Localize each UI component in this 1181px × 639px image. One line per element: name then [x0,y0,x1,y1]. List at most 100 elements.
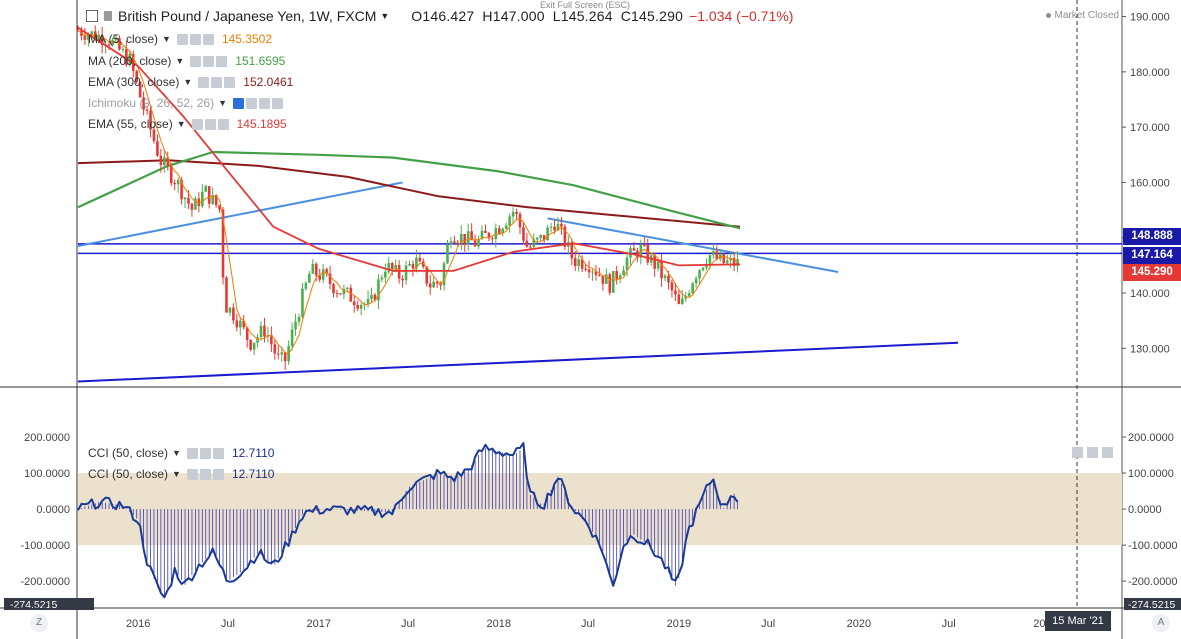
candle-body [611,271,615,293]
pane-move-icon[interactable] [1102,447,1113,458]
cci-tick-label-left: 100.0000 [24,468,70,480]
close-icon[interactable] [217,118,229,130]
close-icon[interactable] [272,97,283,109]
copy-icon[interactable] [259,97,270,109]
legend-ema300[interactable]: EMA (300, close) ▼ 152.0461 [88,75,293,89]
close-icon[interactable] [212,468,224,480]
candle-body [449,241,453,245]
candle-body [615,271,618,280]
legend-ma5[interactable]: MA (5, close) ▼ 145.3502 [88,32,272,46]
pane-collapse-icon[interactable] [1072,447,1083,458]
pane-close-icon[interactable] [1087,447,1098,458]
collapse-toggle-icon[interactable] [86,10,98,22]
trendline[interactable] [77,341,959,383]
candle-body [256,337,259,343]
eye-icon[interactable] [233,97,244,109]
candle-body [428,283,432,288]
candle-body [397,265,401,279]
candle-body [380,277,384,280]
legend-cci-1[interactable]: CCI (50, close) ▼ 12.7110 [88,446,274,460]
gear-icon[interactable] [199,447,211,459]
eye-icon[interactable] [186,468,198,480]
time-tick-label: Jul [221,618,235,630]
price-tag-label: 147.164 [1131,249,1173,261]
legend-ma200[interactable]: MA (200, close) ▼ 151.6595 [88,54,285,68]
candle-body [504,225,508,229]
candle-body [321,269,325,280]
chevron-down-icon[interactable]: ▼ [380,11,390,21]
auto-scale-icon[interactable]: A [1152,614,1170,632]
close-icon[interactable] [202,33,214,45]
candle-body [149,110,152,130]
legend-value: 151.6595 [235,54,286,68]
zoom-reset-icon[interactable]: Z [30,614,48,632]
eye-icon[interactable] [191,118,203,130]
candle-body [359,304,363,309]
eye-icon[interactable] [186,447,198,459]
candle-body [232,307,235,321]
candle-body [736,259,739,266]
gear-icon[interactable] [246,97,257,109]
legend-cci-2[interactable]: CCI (50, close) ▼ 12.7110 [88,467,274,481]
close-icon[interactable] [212,447,224,459]
gear-icon[interactable] [199,468,211,480]
price-tick-label: 190.000 [1130,12,1170,24]
candle-body [715,251,719,260]
candle-body [515,211,518,214]
candle-body [111,40,114,46]
candle-body [394,265,397,270]
eye-icon[interactable] [198,76,210,88]
gear-icon[interactable] [204,118,216,130]
symbol-title[interactable]: British Pound / Japanese Yen, 1W, FXCM [118,8,377,24]
gear-icon[interactable] [211,76,223,88]
ohlc-low: L145.264 [552,8,613,24]
candle-body [373,294,377,301]
legend-ema55[interactable]: EMA (55, close) ▼ 145.1895 [88,117,287,131]
candle-body [207,186,211,204]
gear-icon[interactable] [189,33,201,45]
candle-body [190,203,194,210]
candle-body [708,255,712,264]
candle-body [214,194,218,206]
legend-value: 145.1895 [236,117,287,131]
trendline[interactable] [547,217,839,273]
eye-icon[interactable] [176,33,188,45]
chevron-down-icon[interactable]: ▼ [183,77,193,87]
price-tick-label: 130.000 [1130,343,1170,355]
chevron-down-icon[interactable]: ▼ [162,34,171,44]
candle-body [169,165,173,184]
gear-icon[interactable] [203,55,215,67]
chevron-down-icon[interactable]: ▼ [218,98,227,108]
candle-body [352,301,356,306]
time-tick-label: 20 [1033,618,1045,630]
close-icon[interactable] [224,76,236,88]
candle-body [346,287,349,289]
candle-body [466,231,470,245]
chevron-down-icon[interactable]: ▼ [176,119,186,129]
legend-value: 145.3502 [221,32,273,46]
price-tag-label: 148.888 [1131,230,1173,242]
candle-body [625,257,629,271]
chevron-down-icon[interactable]: ▼ [172,448,181,458]
crosshair-date-label: 15 Mar '21 [1045,611,1111,631]
chevron-down-icon[interactable]: ▼ [172,469,181,479]
candle-body [511,211,515,217]
candle-body [377,279,380,301]
eye-icon[interactable] [190,55,202,67]
legend-ichimoku[interactable]: Ichimoku (9, 26, 52, 26) ▼ [88,96,285,110]
close-icon[interactable] [216,55,228,67]
exit-fullscreen-hint[interactable]: Exit Full Screen (ESC) [540,0,631,10]
candle-body [225,277,228,313]
trendline[interactable] [77,181,403,248]
candle-body [187,197,190,204]
legend-name: CCI (50, close) [88,446,169,460]
time-tick-label: Jul [942,618,956,630]
ema300-line [77,159,741,228]
candle-body [221,209,225,278]
chevron-down-icon[interactable]: ▼ [175,56,185,66]
candle-body [560,223,563,227]
candle-body [701,267,705,271]
candle-body [408,263,411,266]
candle-body [556,223,560,231]
